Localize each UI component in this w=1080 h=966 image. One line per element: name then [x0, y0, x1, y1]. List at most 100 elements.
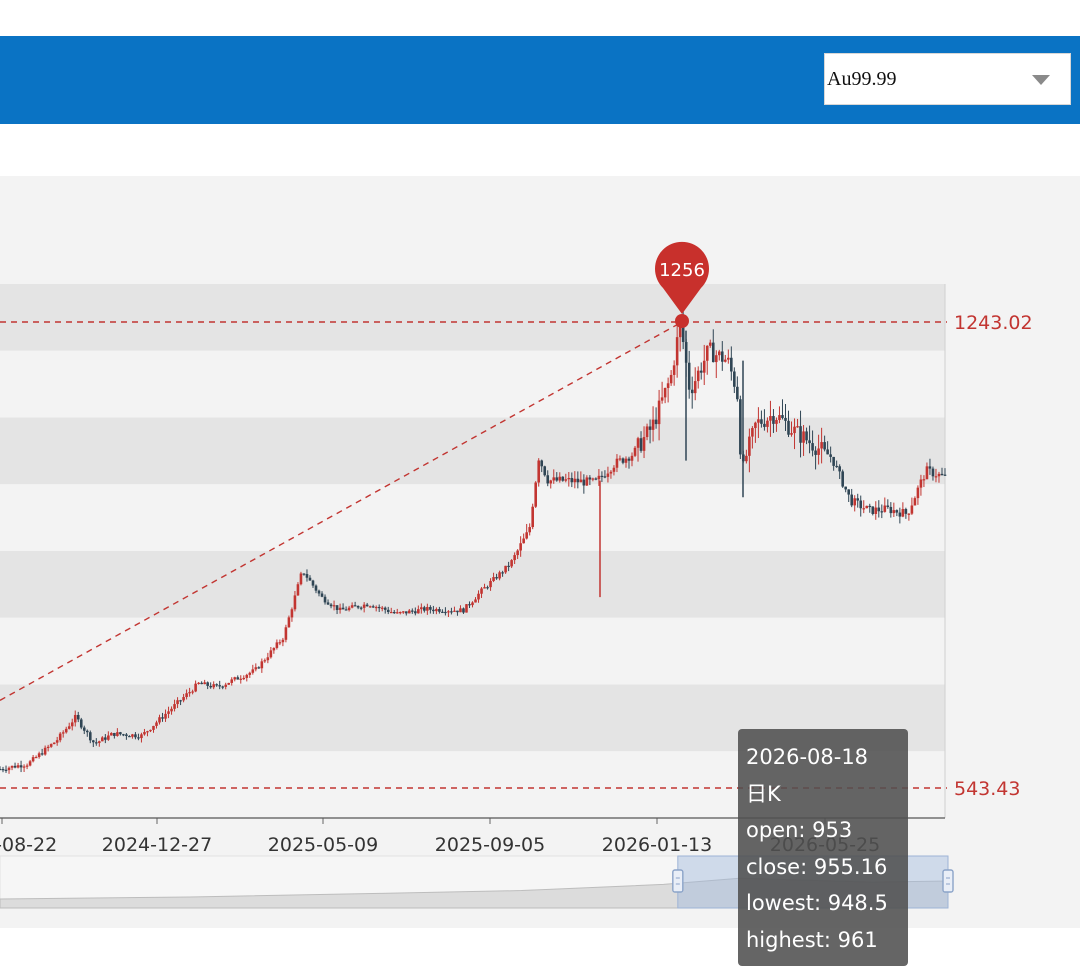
candle-body [859, 500, 863, 509]
candle-body [263, 660, 267, 662]
candle-body [555, 477, 559, 481]
candle-body [275, 642, 279, 648]
candle-body [871, 506, 875, 514]
candle-body [447, 611, 450, 613]
trend-line [0, 321, 683, 701]
candle-body [687, 362, 691, 390]
candle-body [510, 560, 513, 567]
candle-body [910, 505, 914, 514]
candle-body [377, 606, 381, 609]
candle-body [543, 466, 547, 476]
candle-body [705, 345, 709, 361]
candle-body [323, 596, 327, 603]
candle-body [371, 606, 375, 608]
candle-body [603, 476, 607, 478]
candle-body [868, 505, 872, 508]
candle-body [215, 684, 218, 686]
candle-body [398, 611, 402, 614]
candle-body [757, 419, 760, 423]
candle-body [43, 747, 47, 755]
split-area-band [0, 350, 945, 418]
candle-body [73, 714, 77, 723]
candle-body [4, 769, 8, 771]
candle-body [919, 479, 923, 488]
candle-body [717, 351, 721, 356]
candle-body [708, 342, 712, 346]
candle-body [356, 605, 360, 608]
candle-body [483, 587, 486, 589]
candle-body [140, 734, 143, 739]
candle-body [841, 471, 844, 487]
data-zoom-handle[interactable] [672, 869, 684, 893]
candle-body [772, 416, 775, 424]
candle-body [290, 609, 294, 618]
candle-body [194, 683, 197, 692]
candle-body [82, 727, 86, 731]
data-zoom-handle[interactable] [942, 869, 954, 893]
candle-body [519, 543, 522, 551]
candle-body [769, 416, 772, 421]
candle-body [46, 746, 50, 749]
candle-body [468, 604, 471, 606]
candle-body [110, 732, 113, 736]
mark-line-label: 1243.02 [954, 312, 1033, 334]
candle-body [612, 467, 616, 472]
candle-body [714, 355, 718, 363]
candle-body [702, 360, 706, 373]
candle-body [305, 574, 309, 578]
candle-body [98, 741, 101, 743]
candle-body [230, 679, 234, 683]
candle-body [167, 711, 170, 714]
candle-body [347, 607, 351, 611]
candle-body [101, 737, 104, 742]
candle-body [492, 577, 495, 581]
candle-body [22, 766, 26, 768]
candle-body [516, 550, 519, 556]
candle-body [407, 610, 411, 614]
candle-body [808, 440, 811, 444]
candle-body [561, 476, 565, 481]
candle-body [916, 487, 920, 499]
candle-body [606, 473, 610, 477]
candle-body [242, 677, 246, 680]
candle-body [227, 682, 231, 685]
candle-body [693, 381, 697, 394]
candle-body [522, 538, 525, 544]
candle-body [597, 475, 601, 480]
candle-body [573, 478, 577, 483]
candle-body [654, 419, 658, 425]
candle-body [260, 661, 264, 669]
candle-body [438, 609, 441, 612]
candle-body [874, 507, 878, 514]
candle-body [675, 337, 679, 366]
candle-body [724, 359, 727, 362]
candle-body [284, 627, 288, 640]
candle-body [498, 572, 501, 579]
split-area-band [0, 284, 945, 351]
candle-body [633, 447, 637, 456]
tooltip: 2026-08-18 日K open: 953 close: 955.16 lo… [738, 729, 908, 966]
chevron-down-icon[interactable] [1032, 75, 1050, 85]
candle-body [173, 704, 176, 709]
candle-body [206, 682, 209, 686]
candle-body [645, 426, 649, 438]
candle-body [76, 714, 80, 720]
candle-body [615, 458, 619, 468]
candle-body [778, 415, 781, 420]
candle-body [134, 734, 137, 738]
candle-body [417, 609, 420, 614]
candle-body [95, 742, 98, 744]
candle-body [802, 431, 805, 443]
candle-body [591, 478, 595, 480]
candle-body [636, 438, 640, 448]
candle-body [0, 768, 2, 771]
candle-body [892, 510, 896, 514]
candle-body [711, 342, 715, 363]
candle-body [13, 765, 17, 768]
candle-body [85, 730, 89, 733]
candle-body [188, 692, 191, 694]
candle-body [787, 420, 790, 435]
candle-body [531, 506, 534, 528]
candle-body [182, 697, 185, 701]
symbol-select[interactable]: Au99.99 [824, 53, 1071, 105]
